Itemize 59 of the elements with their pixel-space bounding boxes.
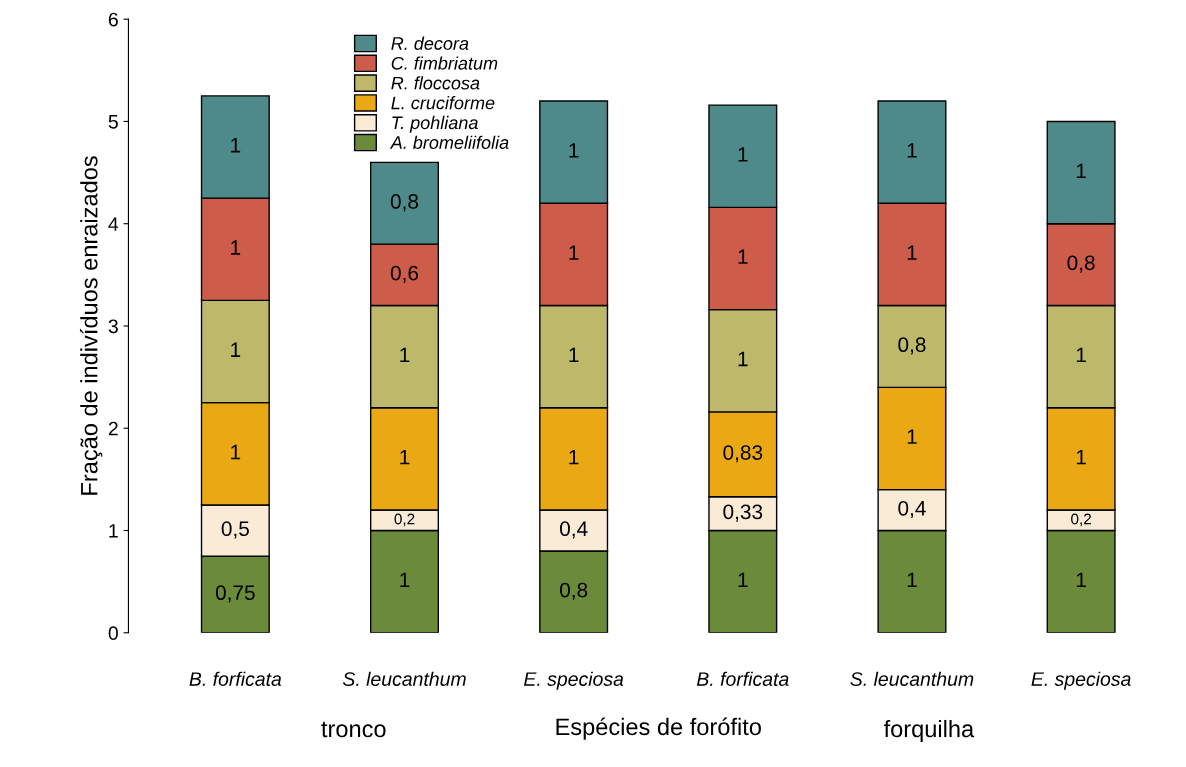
data-label: 0,4 (559, 521, 588, 539)
data-label: 1 (907, 429, 917, 444)
legend-label: R. decora (391, 36, 469, 50)
legend-label: C. fimbriatum (391, 56, 498, 70)
x-axis-title: Espécies de forófito (556, 717, 761, 740)
data-label: 1 (738, 147, 748, 162)
data-label: 1 (400, 572, 410, 588)
legend-label: A. bromeliifolia (389, 135, 509, 149)
data-label: 1 (231, 138, 241, 153)
data-label: 1 (231, 444, 241, 460)
data-label: 1 (400, 347, 410, 363)
y-axis-title: Fração de indivíduos enraizados (79, 156, 103, 495)
data-label: 1 (1076, 163, 1086, 178)
data-label: 1 (907, 572, 917, 588)
y-tick-label: 2 (108, 421, 118, 436)
data-label: 0,33 (723, 504, 763, 522)
y-tick-label: 3 (108, 319, 118, 334)
data-label: 0,5 (221, 521, 249, 539)
data-label: 1 (231, 240, 241, 255)
y-tick-label: 0 (108, 626, 118, 641)
data-label: 0,75 (215, 585, 255, 603)
data-label: 1 (231, 342, 241, 357)
y-tick-label: 5 (108, 115, 118, 129)
x-tick-label: B. forficata (696, 671, 789, 686)
data-label: 1 (738, 249, 748, 264)
y-tick-label: 1 (109, 524, 118, 538)
data-label: 0,6 (390, 265, 419, 283)
legend-label: L. cruciforme (391, 96, 495, 110)
data-label: 0,8 (898, 337, 926, 355)
data-label: 1 (569, 347, 579, 363)
y-tick-label: 6 (108, 12, 118, 27)
data-label: 1 (400, 449, 410, 465)
data-label: 0,4 (898, 500, 926, 519)
x-tick-label: S. leucanthum (850, 671, 974, 686)
data-label: 1 (738, 572, 748, 588)
x-tick-label: S. leucanthum (342, 671, 466, 686)
legend-label: R. floccosa (391, 76, 480, 90)
data-label: 1 (907, 245, 917, 260)
legend-label: T. pohliana (392, 115, 478, 133)
data-label: 1 (1076, 347, 1086, 363)
data-label: 1 (1076, 449, 1086, 465)
data-label: 1 (569, 449, 579, 465)
text: forquilha (883, 719, 975, 742)
data-label: 1 (569, 245, 579, 260)
x-tick-label: B. forficata (189, 671, 282, 686)
y-tick-label: 4 (108, 217, 119, 231)
data-label: 0,2 (1071, 513, 1091, 527)
data-label: 1 (738, 351, 748, 367)
data-label: 0,2 (394, 513, 415, 527)
data-label: 1 (1076, 572, 1086, 588)
data-label: 0,8 (559, 582, 588, 600)
data-label: 0,8 (1067, 255, 1095, 273)
text: tronco (321, 721, 386, 738)
data-label: 0,83 (723, 445, 763, 463)
data-label: 1 (907, 143, 917, 158)
data-label: 1 (569, 143, 579, 158)
x-tick-label: E. speciosa (1031, 671, 1131, 690)
x-tick-label: E. speciosa (524, 671, 624, 690)
data-label: 0,8 (390, 194, 419, 212)
